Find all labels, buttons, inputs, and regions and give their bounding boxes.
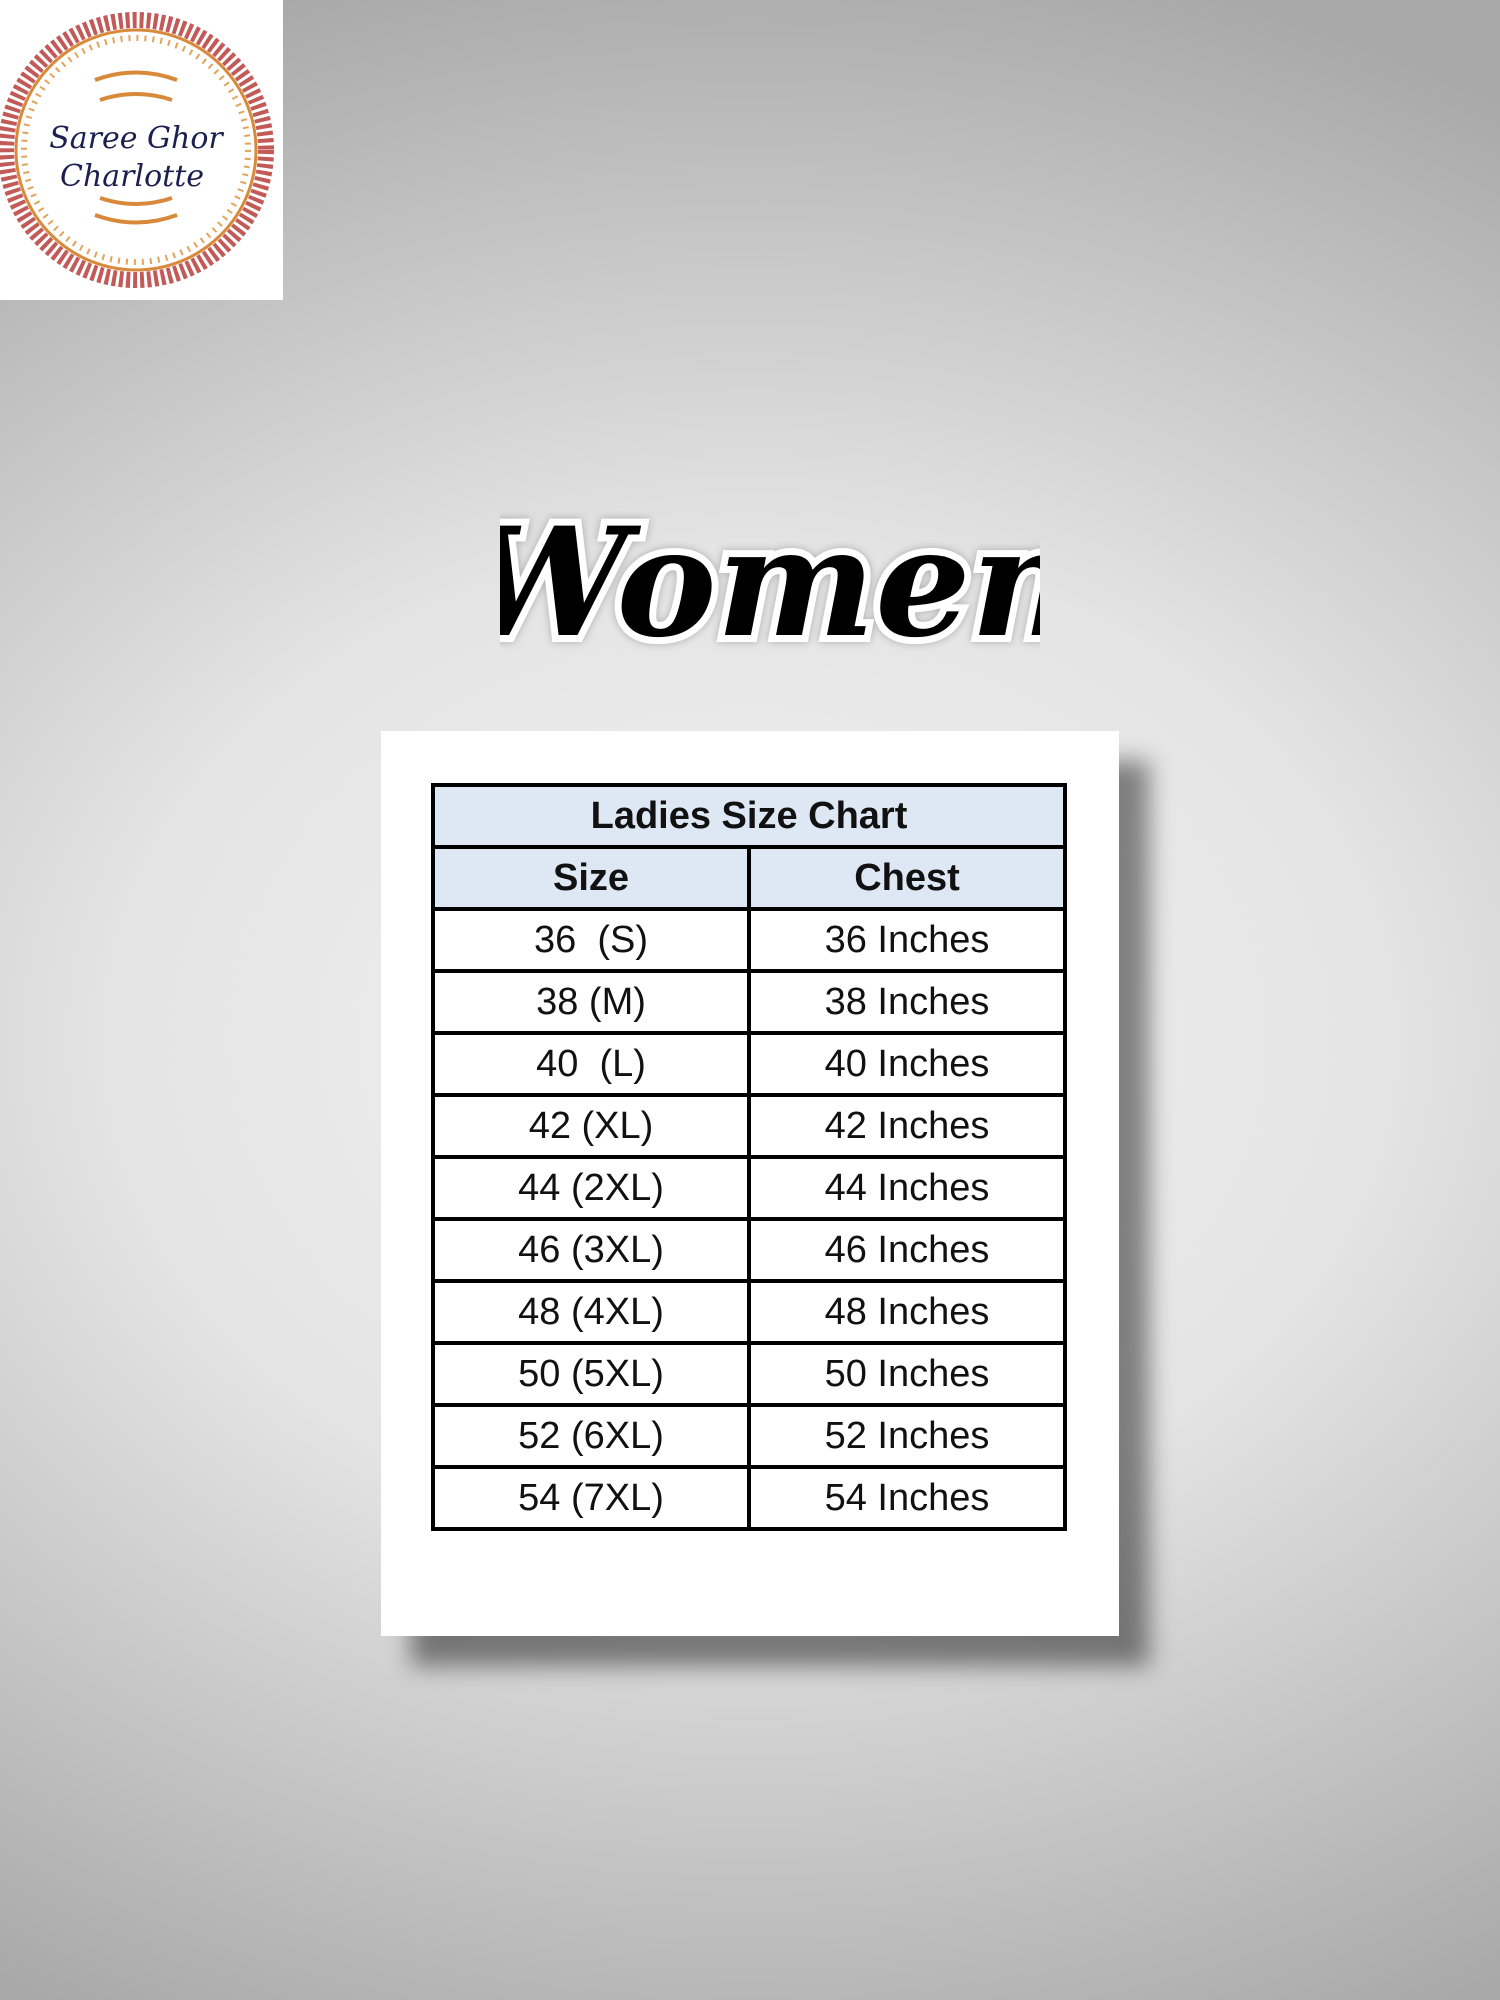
size-chart-title: Ladies Size Chart [431, 783, 1067, 849]
table-row: 52 (6XL) 52 Inches [431, 1403, 1067, 1469]
size-cell: 54 (7XL) [431, 1465, 751, 1531]
table-row: 44 (2XL) 44 Inches [431, 1155, 1067, 1221]
size-cell: 52 (6XL) [431, 1403, 751, 1469]
table-row: 50 (5XL) 50 Inches [431, 1341, 1067, 1407]
table-row: 48 (4XL) 48 Inches [431, 1279, 1067, 1345]
heading-text: Women [500, 495, 1040, 671]
chest-cell: 48 Inches [747, 1279, 1067, 1345]
size-cell: 36 (S) [431, 907, 751, 973]
chest-cell: 40 Inches [747, 1031, 1067, 1097]
logo-text-line2: Charlotte [60, 159, 204, 194]
size-cell: 46 (3XL) [431, 1217, 751, 1283]
size-cell: 44 (2XL) [431, 1155, 751, 1221]
table-row: 54 (7XL) 54 Inches [431, 1465, 1067, 1531]
size-cell: 42 (XL) [431, 1093, 751, 1159]
column-header-chest: Chest [747, 845, 1067, 911]
chest-cell: 50 Inches [747, 1341, 1067, 1407]
size-cell: 48 (4XL) [431, 1279, 751, 1345]
chest-cell: 42 Inches [747, 1093, 1067, 1159]
table-row: 38 (M) 38 Inches [431, 969, 1067, 1035]
chest-cell: 44 Inches [747, 1155, 1067, 1221]
chest-cell: 52 Inches [747, 1403, 1067, 1469]
logo-text-line1: Saree Ghor [49, 121, 224, 156]
chest-cell: 46 Inches [747, 1217, 1067, 1283]
column-header-size: Size [431, 845, 751, 911]
table-row: 36 (S) 36 Inches [431, 907, 1067, 973]
chest-cell: 38 Inches [747, 969, 1067, 1035]
brand-logo: Saree Ghor Charlotte [0, 0, 283, 300]
table-row: 42 (XL) 42 Inches [431, 1093, 1067, 1159]
chest-cell: 36 Inches [747, 907, 1067, 973]
size-cell: 40 (L) [431, 1031, 751, 1097]
size-chart-card: Ladies Size Chart Size Chest 36 (S) 36 In… [381, 731, 1119, 1636]
size-cell: 50 (5XL) [431, 1341, 751, 1407]
table-row: 46 (3XL) 46 Inches [431, 1217, 1067, 1283]
table-row: 40 (L) 40 Inches [431, 1031, 1067, 1097]
page-heading: Women [500, 495, 1040, 675]
size-chart-table: Ladies Size Chart Size Chest 36 (S) 36 In… [431, 783, 1067, 1531]
size-cell: 38 (M) [431, 969, 751, 1035]
chest-cell: 54 Inches [747, 1465, 1067, 1531]
